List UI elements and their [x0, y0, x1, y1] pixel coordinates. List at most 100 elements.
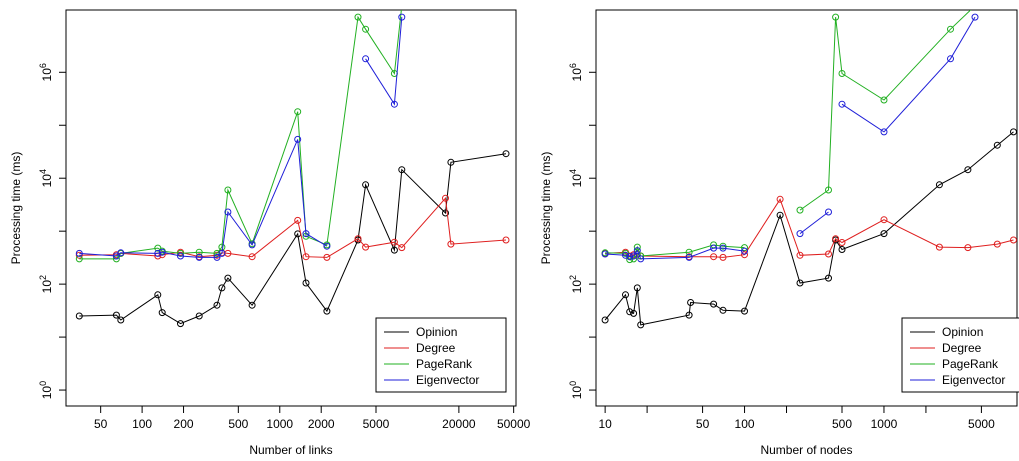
y-tick-exponent: 6: [568, 63, 578, 68]
data-point: [626, 253, 634, 261]
series-line: [365, 17, 403, 106]
y-axis-label: Processing time (ms): [539, 152, 553, 265]
y-tick-exponent: 6: [38, 63, 48, 68]
data-point: [218, 249, 226, 257]
data-point: [323, 242, 331, 250]
data-point: [832, 235, 840, 243]
data-point: [947, 55, 954, 63]
data-point: [323, 307, 331, 315]
data-point: [447, 158, 455, 166]
data-layer: [601, 10, 1017, 329]
y-tick-base: 10: [570, 68, 584, 82]
data-point: [213, 253, 221, 261]
y-tick-exponent: 4: [38, 169, 48, 174]
x-tick-label: 2000: [308, 417, 335, 431]
y-tick-base: 10: [570, 386, 584, 400]
legend: Opinion Degree PageRank Eigenvector: [901, 317, 1019, 393]
data-point: [685, 248, 693, 256]
data-point: [741, 307, 748, 315]
data-point: [323, 253, 331, 261]
data-point: [838, 100, 846, 108]
data-point: [687, 299, 695, 306]
data-point: [158, 248, 166, 256]
data-point: [248, 253, 256, 261]
data-point: [796, 251, 804, 259]
data-point: [302, 253, 310, 261]
data-point: [390, 100, 398, 108]
data-point: [447, 240, 455, 248]
data-point: [622, 249, 629, 257]
y-tick-label: 102: [568, 275, 584, 293]
data-point: [362, 25, 370, 33]
data-point: [633, 284, 641, 292]
data-point: [880, 96, 888, 104]
data-point: [796, 279, 804, 287]
data-point: [971, 13, 979, 21]
data-point: [75, 249, 83, 257]
data-point: [796, 206, 804, 214]
y-tick-exponent: 2: [568, 275, 578, 280]
data-point: [398, 244, 406, 252]
series-opinion: [75, 150, 510, 328]
y-tick-base: 10: [40, 280, 54, 294]
x-tick-label: 100: [735, 417, 755, 431]
data-point: [710, 253, 718, 261]
data-point: [832, 13, 840, 21]
data-point: [838, 70, 846, 77]
data-point: [935, 181, 943, 189]
series-line: [605, 198, 1014, 258]
series-eigenvector: [601, 13, 979, 263]
data-point: [710, 300, 718, 308]
data-point: [248, 301, 256, 309]
data-point: [75, 312, 83, 320]
legend: Opinion Degree PageRank Eigenvector: [375, 317, 507, 393]
data-point: [964, 166, 972, 174]
data-point: [1010, 236, 1017, 244]
legend-label: Eigenvector: [416, 373, 479, 387]
data-point: [880, 230, 888, 238]
data-point: [993, 240, 1001, 248]
data-point: [154, 249, 162, 257]
data-point: [993, 141, 1001, 149]
data-point: [880, 216, 888, 224]
x-tick-label: 100: [132, 417, 152, 431]
data-point: [213, 249, 221, 257]
data-point: [399, 3, 405, 9]
data-point: [154, 291, 162, 299]
data-point: [117, 316, 125, 324]
data-point: [224, 186, 232, 194]
data-point: [224, 208, 232, 216]
y-tick-exponent: 0: [568, 381, 578, 386]
y-tick-label: 104: [38, 169, 54, 187]
legend-label: Degree: [416, 341, 456, 355]
x-tick-label: 5000: [968, 417, 995, 431]
data-point: [390, 238, 398, 246]
data-point: [630, 309, 638, 317]
data-point: [626, 308, 634, 316]
y-tick-label: 106: [38, 63, 54, 81]
x-tick-label: 200: [174, 417, 194, 431]
y-tick-exponent: 0: [38, 381, 48, 386]
x-tick-label: 50000: [497, 417, 531, 431]
y-tick-label: 100: [568, 381, 584, 399]
x-tick-label: 5000: [363, 417, 390, 431]
data-point: [195, 312, 203, 320]
x-tick-label: 1000: [871, 417, 898, 431]
x-tick-label: 50: [94, 417, 108, 431]
data-point: [442, 209, 449, 217]
legend-label: Degree: [942, 341, 982, 355]
data-point: [302, 279, 310, 287]
series-degree: [601, 195, 1017, 261]
plot-frame: [65, 9, 517, 407]
data-point: [354, 13, 362, 21]
x-tick-label: 500: [832, 417, 852, 431]
data-point: [719, 253, 727, 261]
series-line: [799, 10, 972, 211]
data-point: [302, 230, 310, 238]
data-point: [213, 301, 221, 309]
x-tick-label: 20000: [442, 417, 476, 431]
data-point: [710, 244, 718, 252]
data-point: [158, 309, 166, 317]
data-point: [502, 150, 510, 158]
